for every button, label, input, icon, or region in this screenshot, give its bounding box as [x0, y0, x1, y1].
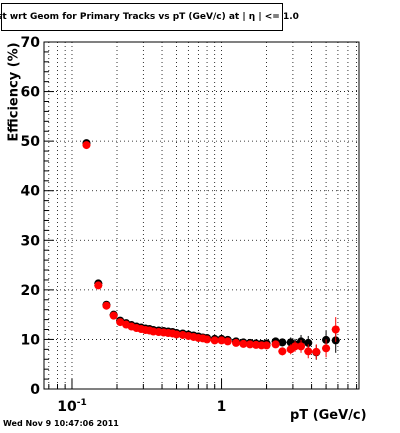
- data-point: [223, 337, 232, 346]
- data-point: [203, 335, 212, 344]
- chart-title-text: Lost wrt Geom for Primary Tracks vs pT (…: [0, 12, 299, 22]
- data-point: [312, 347, 321, 356]
- timestamp-footer: Wed Nov 9 10:47:06 2011: [3, 419, 119, 428]
- data-point: [82, 141, 91, 150]
- data-point: [304, 347, 313, 356]
- y-tick-label: 10: [21, 332, 41, 348]
- y-tick-label: 50: [21, 134, 41, 150]
- data-point: [297, 342, 306, 351]
- data-point: [94, 281, 103, 290]
- chart-title: Lost wrt Geom for Primary Tracks vs pT (…: [0, 3, 299, 31]
- data-point: [331, 325, 340, 334]
- data-point: [291, 342, 300, 351]
- y-axis-label: Efficiency (%): [6, 42, 22, 142]
- data-point: [102, 301, 111, 310]
- data-point: [278, 347, 287, 356]
- y-tick-label: 30: [21, 233, 41, 249]
- x-tick-label: 1: [217, 399, 227, 415]
- series-0: [82, 139, 340, 360]
- data-point: [262, 341, 271, 350]
- data-point: [246, 340, 255, 349]
- data-series: [82, 139, 340, 360]
- axis-ticks: 0 10 20 30 40 50 60 70 10-1 1: [21, 35, 358, 415]
- data-point: [172, 330, 181, 339]
- x-tick-label: 10-1: [57, 398, 86, 415]
- data-point: [322, 344, 331, 353]
- data-point: [109, 311, 118, 320]
- data-point: [210, 336, 219, 345]
- y-tick-label: 0: [30, 382, 40, 398]
- y-tick-label: 40: [21, 184, 41, 200]
- y-tick-label: 20: [21, 283, 41, 299]
- series-1: [82, 141, 340, 360]
- data-point: [271, 340, 280, 349]
- data-point: [304, 338, 313, 347]
- plot-frame: [43, 41, 360, 390]
- data-point: [239, 339, 248, 348]
- y-tick-label: 70: [21, 35, 41, 51]
- y-tick-label: 60: [21, 85, 41, 101]
- x-axis-label: pT (GeV/c): [290, 408, 367, 423]
- grid-lines: [44, 42, 359, 389]
- data-point: [217, 336, 226, 345]
- data-point: [232, 338, 241, 347]
- data-point: [278, 338, 287, 347]
